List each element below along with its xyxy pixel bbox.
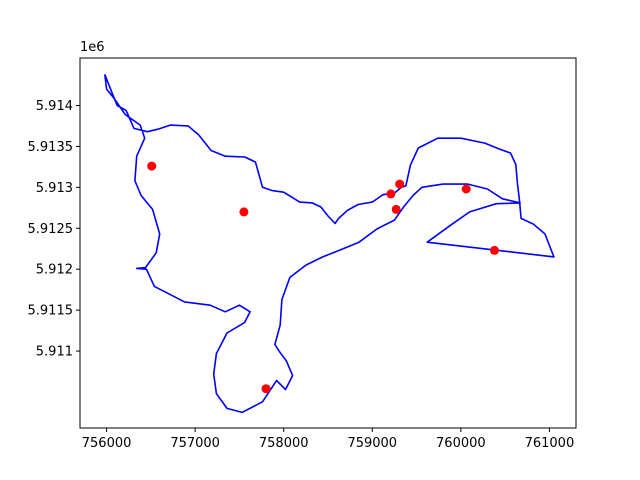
data-point-1: [147, 161, 157, 171]
boundary-line: [104, 74, 555, 414]
y-tick-label: 5.9135: [28, 140, 74, 155]
data-point-4: [395, 179, 405, 189]
y-offset-label: 1e6: [80, 40, 105, 55]
data-point-2: [239, 207, 249, 217]
x-tick-label: 761000: [525, 436, 575, 451]
y-tick-label: 5.912: [36, 263, 73, 278]
x-tick-label: 759000: [347, 436, 397, 451]
data-point-7: [490, 245, 499, 255]
x-tick-label: 756000: [82, 436, 132, 451]
y-tick-label: 5.914: [36, 99, 73, 114]
x-tick-label: 757000: [170, 436, 220, 451]
data-point-8: [261, 384, 271, 394]
data-point-5: [391, 204, 401, 214]
y-tick-label: 5.911: [36, 345, 73, 360]
data-point-6: [461, 184, 471, 194]
boundary-layer: [104, 74, 555, 414]
x-tick-label: 760000: [436, 436, 486, 451]
plot-area-frame: [79, 57, 577, 429]
x-axis: 756000 757000 758000 759000 760000 761000: [82, 428, 574, 451]
y-tick-label: 5.9115: [28, 304, 74, 319]
data-point-3: [386, 189, 396, 199]
y-tick-label: 5.913: [36, 181, 73, 196]
y-tick-label: 5.9125: [28, 222, 74, 237]
x-tick-label: 758000: [259, 436, 309, 451]
y-axis: 5.911 5.9115 5.912 5.9125 5.913 5.9135 5.914: [28, 99, 80, 360]
points-layer: [147, 161, 499, 394]
